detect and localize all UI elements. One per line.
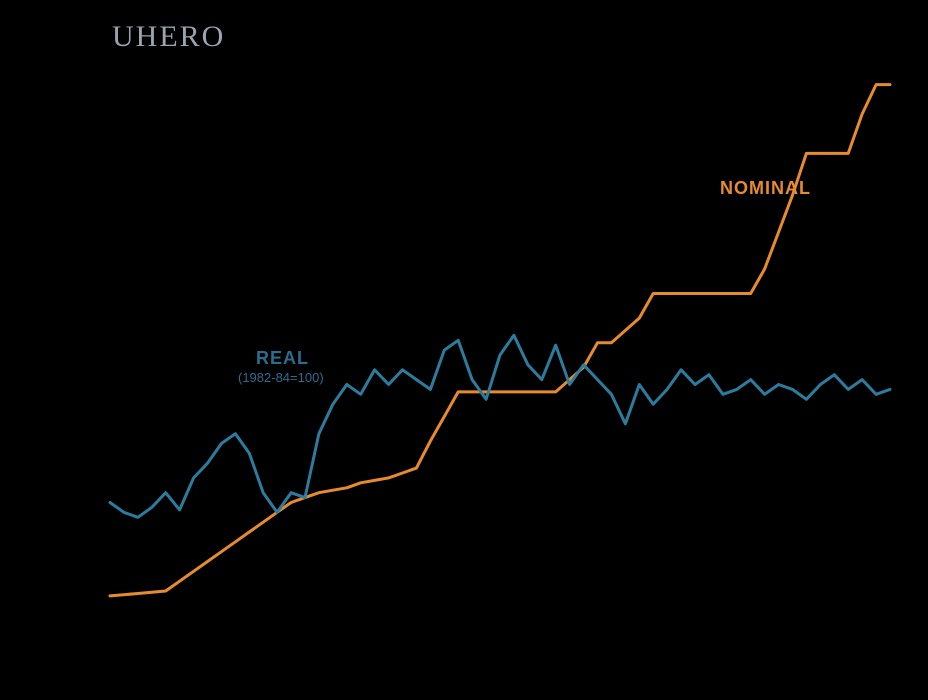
real-series-label: REAL — [256, 348, 309, 369]
real-line — [110, 335, 890, 517]
line-chart-svg — [0, 0, 928, 700]
chart-container: UHERO NOMINAL REAL (1982-84=100) — [0, 0, 928, 700]
nominal-line — [110, 85, 890, 596]
nominal-series-label: NOMINAL — [720, 178, 811, 199]
real-series-sublabel: (1982-84=100) — [238, 370, 324, 385]
